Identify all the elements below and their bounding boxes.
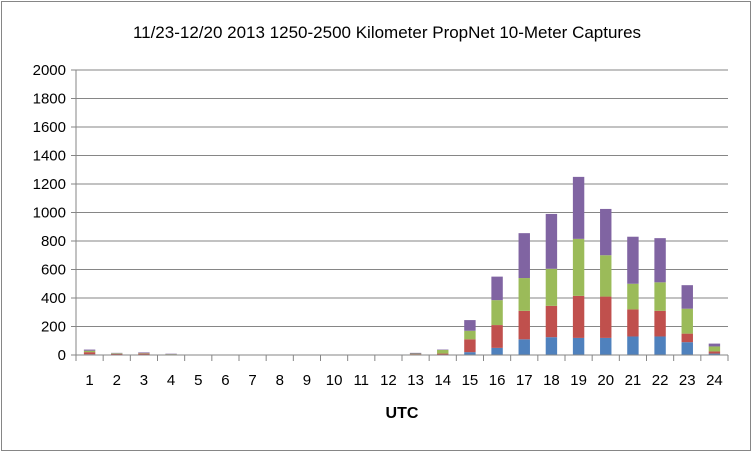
bar-segment-utc-16-series-4	[491, 276, 503, 301]
bar-segment-utc-13-series-3	[409, 353, 422, 355]
bar-segment-utc-20-series-1	[600, 337, 612, 355]
bar-segment-utc-18-series-2	[545, 305, 558, 338]
x-tick-label: 9	[303, 372, 311, 389]
bar-segment-utc-15-series-1	[464, 352, 476, 355]
y-tick-label: 600	[41, 262, 66, 279]
bar-segment-utc-2-series-2	[111, 353, 123, 355]
y-axis-ticks: 0 200 400 600 800 1000 1200 1400 1600 1800 2000	[33, 62, 76, 364]
bar-segment-utc-24-series-4	[708, 343, 721, 347]
bar-segment-utc-13-series-2	[409, 354, 422, 355]
y-tick-label: 2000	[33, 62, 66, 79]
bar-segment-utc-13-series-4	[409, 352, 422, 354]
bars	[83, 176, 721, 355]
bar-segment-utc-1-series-3	[83, 350, 96, 353]
x-axis-ticks: 1 2 3 4 5 6 7 8 9 10 11 12 13 14 15 16 17 18 19 20 21 22 23 24	[75, 355, 729, 389]
bar-segment-utc-22-series-1	[654, 336, 666, 355]
bar-segment-utc-18-series-4	[545, 213, 558, 269]
bar-segment-utc-23-series-1	[681, 342, 693, 355]
y-tick-label: 1400	[33, 148, 66, 165]
bar-segment-utc-20-series-3	[600, 255, 612, 297]
bar-segment-utc-14-series-2	[437, 353, 449, 355]
bar-segment-utc-15-series-2	[464, 339, 476, 353]
bar-segment-utc-22-series-2	[654, 310, 666, 337]
x-axis-label: UTC	[386, 405, 419, 422]
y-tick-label: 1000	[33, 205, 66, 222]
bar-segment-utc-21-series-3	[627, 283, 639, 310]
bar-segment-utc-17-series-2	[518, 310, 530, 340]
x-tick-label: 22	[652, 372, 669, 389]
y-tick-label: 1200	[33, 176, 66, 193]
bar-segment-utc-24-series-1	[708, 353, 721, 355]
bar-segment-utc-14-series-3	[437, 350, 449, 354]
bar-segment-utc-22-series-4	[654, 238, 666, 283]
bar-segment-utc-21-series-2	[627, 309, 639, 337]
bar-segment-utc-1-series-2	[83, 352, 96, 355]
x-tick-label: 12	[380, 372, 397, 389]
x-tick-label: 18	[543, 372, 560, 389]
bar-segment-utc-21-series-4	[627, 236, 639, 284]
x-tick-label: 10	[326, 372, 343, 389]
x-tick-label: 24	[706, 372, 723, 389]
bar-segment-utc-19-series-2	[572, 295, 585, 338]
bar-segment-utc-18-series-1	[545, 337, 558, 355]
x-tick-label: 2	[113, 372, 121, 389]
bar-segment-utc-1-series-4	[83, 349, 96, 351]
x-tick-label: 19	[570, 372, 587, 389]
bar-segment-utc-23-series-4	[681, 285, 693, 309]
bar-segment-utc-23-series-2	[681, 333, 693, 343]
bar-segment-utc-16-series-2	[491, 325, 503, 348]
x-tick-label: 21	[625, 372, 642, 389]
bar-segment-utc-24-series-2	[708, 351, 721, 354]
bar-segment-utc-15-series-3	[464, 330, 476, 340]
x-tick-label: 6	[221, 372, 229, 389]
bar-segment-utc-2-series-3	[111, 353, 123, 354]
x-tick-label: 13	[407, 372, 424, 389]
y-tick-label: 200	[41, 319, 66, 336]
bar-segment-utc-17-series-4	[518, 233, 530, 279]
x-tick-label: 20	[597, 372, 614, 389]
y-tick-label: 1600	[33, 119, 66, 136]
bar-segment-utc-20-series-4	[600, 208, 612, 256]
bar-segment-utc-19-series-3	[572, 238, 585, 296]
x-tick-label: 16	[489, 372, 506, 389]
bar-segment-utc-16-series-3	[491, 300, 503, 326]
x-tick-label: 23	[679, 372, 696, 389]
y-tick-label: 1800	[33, 91, 66, 108]
bar-segment-utc-3-series-4	[138, 352, 150, 354]
bar-segment-utc-17-series-3	[518, 278, 530, 311]
x-tick-label: 7	[248, 372, 256, 389]
bar-segment-utc-20-series-2	[600, 296, 612, 338]
bar-segment-utc-3-series-2	[138, 353, 150, 355]
x-tick-label: 4	[167, 372, 175, 389]
chart-title: 11/23-12/20 2013 1250-2500 Kilometer Pro…	[133, 23, 641, 42]
x-tick-label: 5	[194, 372, 202, 389]
x-tick-label: 15	[462, 372, 479, 389]
y-tick-label: 0	[58, 347, 66, 364]
bar-segment-utc-17-series-1	[518, 339, 530, 355]
bar-segment-utc-23-series-3	[681, 308, 693, 334]
bar-segment-utc-19-series-1	[572, 337, 585, 355]
x-tick-label: 11	[353, 372, 369, 389]
x-tick-label: 14	[434, 372, 451, 389]
bar-segment-utc-16-series-1	[491, 347, 503, 355]
x-tick-label: 3	[140, 372, 148, 389]
bar-segment-utc-21-series-1	[627, 336, 639, 355]
x-tick-label: 8	[276, 372, 284, 389]
x-tick-label: 1	[85, 372, 93, 389]
y-tick-label: 800	[41, 233, 66, 250]
bar-segment-utc-19-series-4	[572, 176, 585, 239]
bar-segment-utc-22-series-3	[654, 282, 666, 311]
y-tick-label: 400	[41, 290, 66, 307]
bar-segment-utc-18-series-3	[545, 268, 558, 306]
bar-segment-utc-24-series-3	[708, 346, 721, 352]
bar-segment-utc-15-series-4	[464, 320, 476, 331]
x-tick-label: 17	[516, 372, 533, 389]
